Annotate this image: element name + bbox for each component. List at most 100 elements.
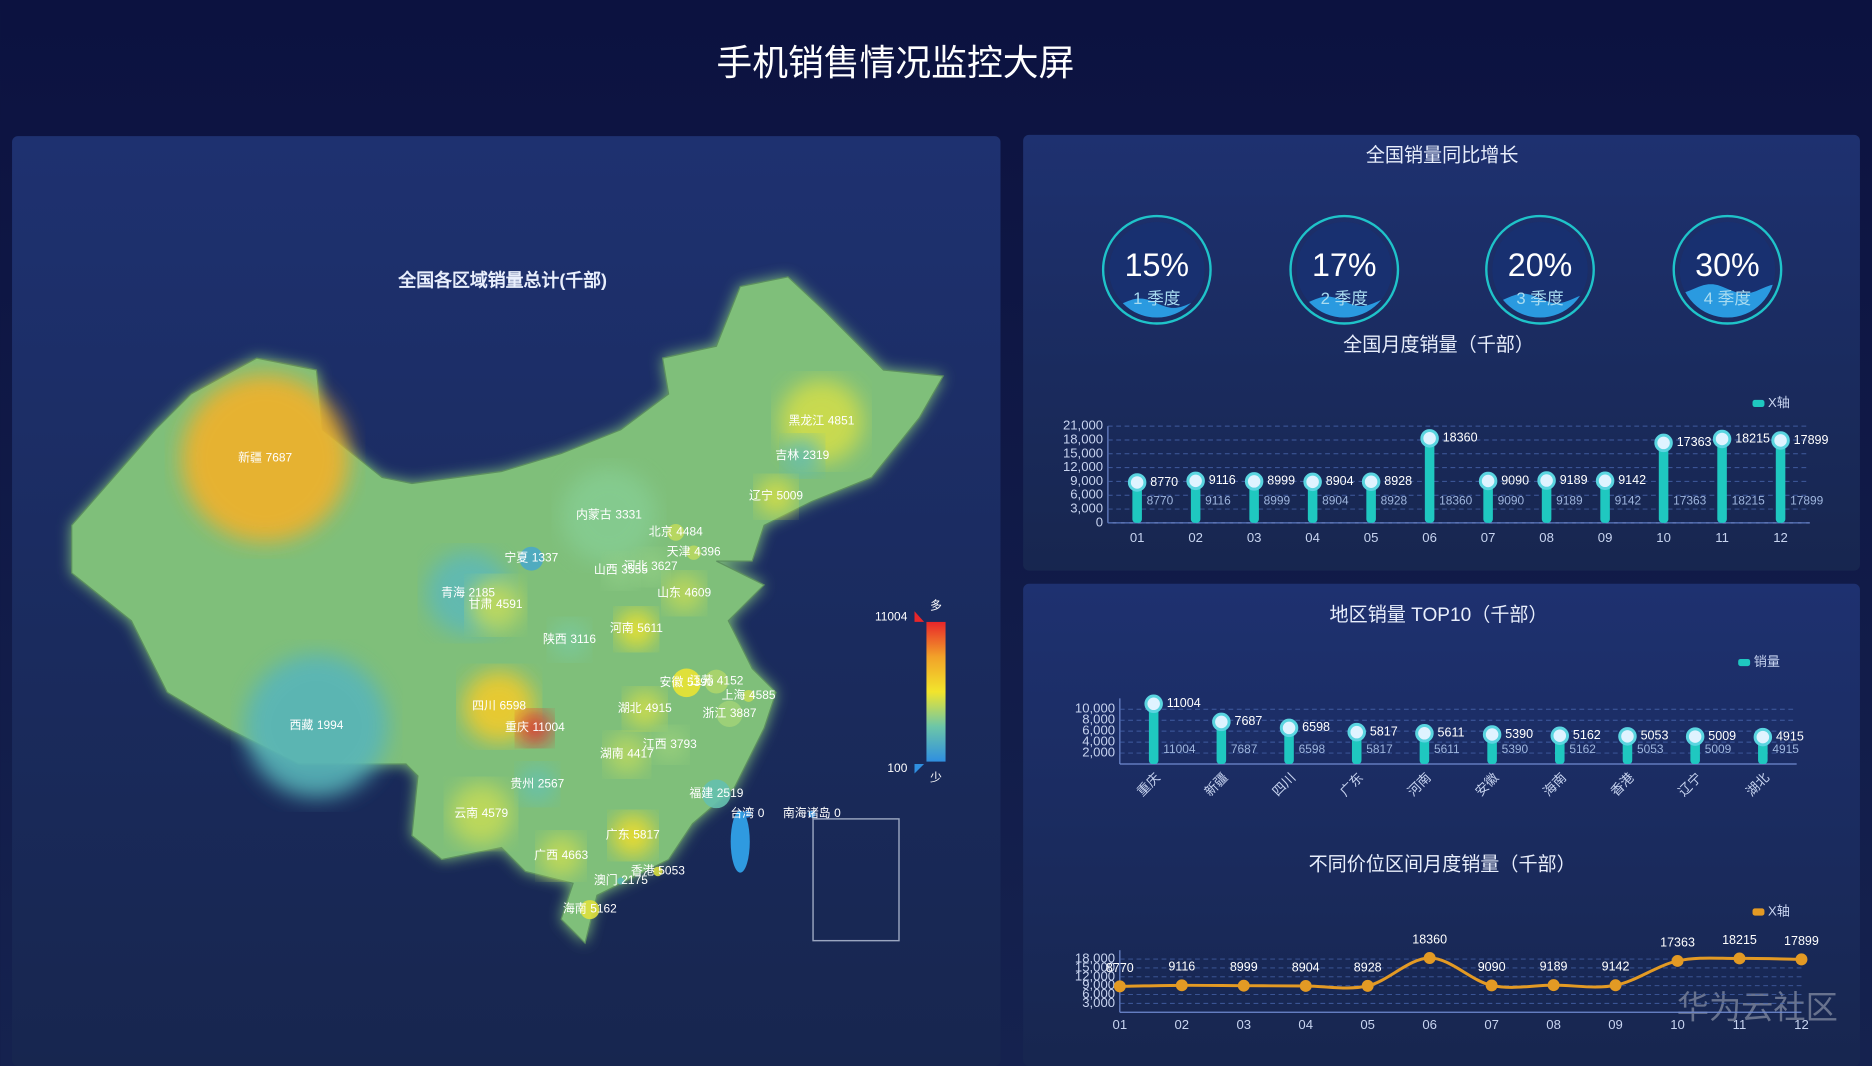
data-label: 9189 — [1560, 473, 1588, 487]
bar — [1600, 480, 1610, 523]
bar — [1190, 480, 1201, 523]
region-area — [808, 810, 816, 818]
x-tick-label: 08 — [1546, 1017, 1561, 1032]
x-tick-label: 02 — [1188, 530, 1203, 545]
chart-title: 全国月度销量（千部） — [1343, 334, 1534, 356]
region-label: 山西 3555 — [594, 563, 648, 577]
data-label-inner: 5817 — [1366, 742, 1393, 756]
region-area — [606, 734, 648, 775]
gauge-wave — [1679, 284, 1776, 318]
region-name: 浙江 — [702, 706, 726, 720]
region-label: 西藏 1994 — [289, 718, 343, 732]
point — [1609, 979, 1622, 992]
data-label: 5053 — [1641, 729, 1669, 743]
region-area — [702, 779, 731, 809]
y-tick-label: 12,000 — [1063, 459, 1103, 474]
bar — [1249, 481, 1259, 523]
data-label-inner: 9090 — [1498, 494, 1525, 508]
region-value: 4484 — [676, 525, 703, 539]
region-area — [450, 783, 513, 846]
region-value: 1337 — [532, 551, 559, 565]
bar — [1717, 438, 1727, 523]
data-label-inner: 18360 — [1439, 494, 1473, 508]
data-label-inner: 7687 — [1231, 742, 1258, 756]
region-value: 4851 — [828, 414, 855, 428]
data-label: 11004 — [1167, 696, 1201, 710]
gauge-bg — [1109, 222, 1205, 318]
bar — [1132, 482, 1142, 523]
region-area — [783, 436, 822, 476]
y-tick-label: 9,000 — [1070, 473, 1103, 488]
point — [1299, 979, 1312, 992]
bar — [1284, 727, 1294, 764]
legend-swatch — [1752, 399, 1765, 408]
x-tick-label: 09 — [1608, 1017, 1623, 1032]
gauge-bg — [1296, 222, 1393, 318]
data-label-inner: 5053 — [1637, 742, 1664, 756]
data-label-inner: 9116 — [1205, 494, 1231, 508]
data-label: 6598 — [1302, 720, 1330, 734]
region-value: 5611 — [637, 621, 663, 635]
data-label: 18360 — [1412, 932, 1447, 946]
region-name: 四川 — [472, 699, 496, 713]
legend-label: 销量 — [1754, 654, 1780, 669]
region-name: 澳门 — [594, 873, 618, 887]
bar — [1424, 438, 1435, 523]
x-tick-label: 09 — [1598, 530, 1613, 545]
region-name: 广西 — [534, 848, 558, 862]
bar-cap — [1771, 431, 1790, 450]
data-label-inner: 8904 — [1322, 494, 1349, 508]
region-label: 辽宁 5009 — [749, 489, 803, 503]
bar — [1541, 480, 1552, 523]
region-name: 海南 — [563, 902, 587, 916]
x-tick-label: 10 — [1670, 1017, 1685, 1032]
data-label-inner: 5009 — [1705, 742, 1732, 756]
region-area — [653, 866, 663, 877]
region-name: 新疆 — [238, 451, 262, 465]
region-area — [244, 654, 389, 798]
chart-title: 不同价位区间月度销量（千部） — [1309, 854, 1576, 876]
y-tick-label: 0 — [1096, 514, 1103, 529]
region-value: 4396 — [694, 545, 721, 559]
x-tick-label: 04 — [1298, 1017, 1313, 1032]
page-title: 手机销售情况监控大屏 — [716, 43, 1074, 83]
x-tick-label: 02 — [1174, 1017, 1189, 1032]
region-label: 陕西 3116 — [543, 632, 596, 646]
bar — [1307, 481, 1318, 523]
y-tick-label: 21,000 — [1063, 418, 1103, 433]
bar-cap — [1361, 472, 1381, 491]
bar-cap — [1244, 472, 1264, 491]
bar-cap — [1550, 726, 1570, 745]
y-tick-label: 9,000 — [1082, 977, 1115, 992]
bar-cap — [1303, 472, 1322, 492]
x-tick-label: 07 — [1484, 1017, 1499, 1032]
data-label: 8904 — [1326, 474, 1354, 488]
region-label: 四川 6598 — [472, 699, 526, 713]
region-value: 6598 — [500, 699, 527, 713]
y-tick-label: 2,000 — [1082, 745, 1115, 760]
region-name: 重庆 — [505, 720, 529, 734]
region-name: 陕西 — [543, 632, 567, 646]
region-name: 湖北 — [618, 701, 642, 715]
x-tick-label: 11 — [1733, 1017, 1747, 1032]
region-value: 2185 — [469, 585, 496, 599]
y-tick-label: 6,000 — [1082, 723, 1115, 738]
region-label: 浙江 3887 — [702, 706, 756, 720]
region-area — [561, 467, 657, 564]
region-name: 吉林 — [775, 448, 799, 462]
gauge-value: 20% — [1508, 247, 1573, 283]
y-tick-label: 6,000 — [1082, 986, 1115, 1001]
region-label: 天津 4396 — [667, 545, 721, 559]
y-tick-label: 6,000 — [1070, 487, 1103, 502]
data-label: 5009 — [1708, 729, 1736, 743]
data-label: 5162 — [1573, 728, 1601, 742]
region-value: 3793 — [670, 737, 697, 751]
data-label: 4915 — [1776, 729, 1804, 743]
data-label-inner: 18215 — [1732, 494, 1766, 508]
region-name: 甘肃 — [469, 597, 493, 611]
region-name: 北京 — [649, 525, 673, 539]
region-value: 3627 — [651, 559, 678, 573]
region-area — [580, 900, 600, 920]
legend-label: X轴 — [1768, 395, 1790, 410]
